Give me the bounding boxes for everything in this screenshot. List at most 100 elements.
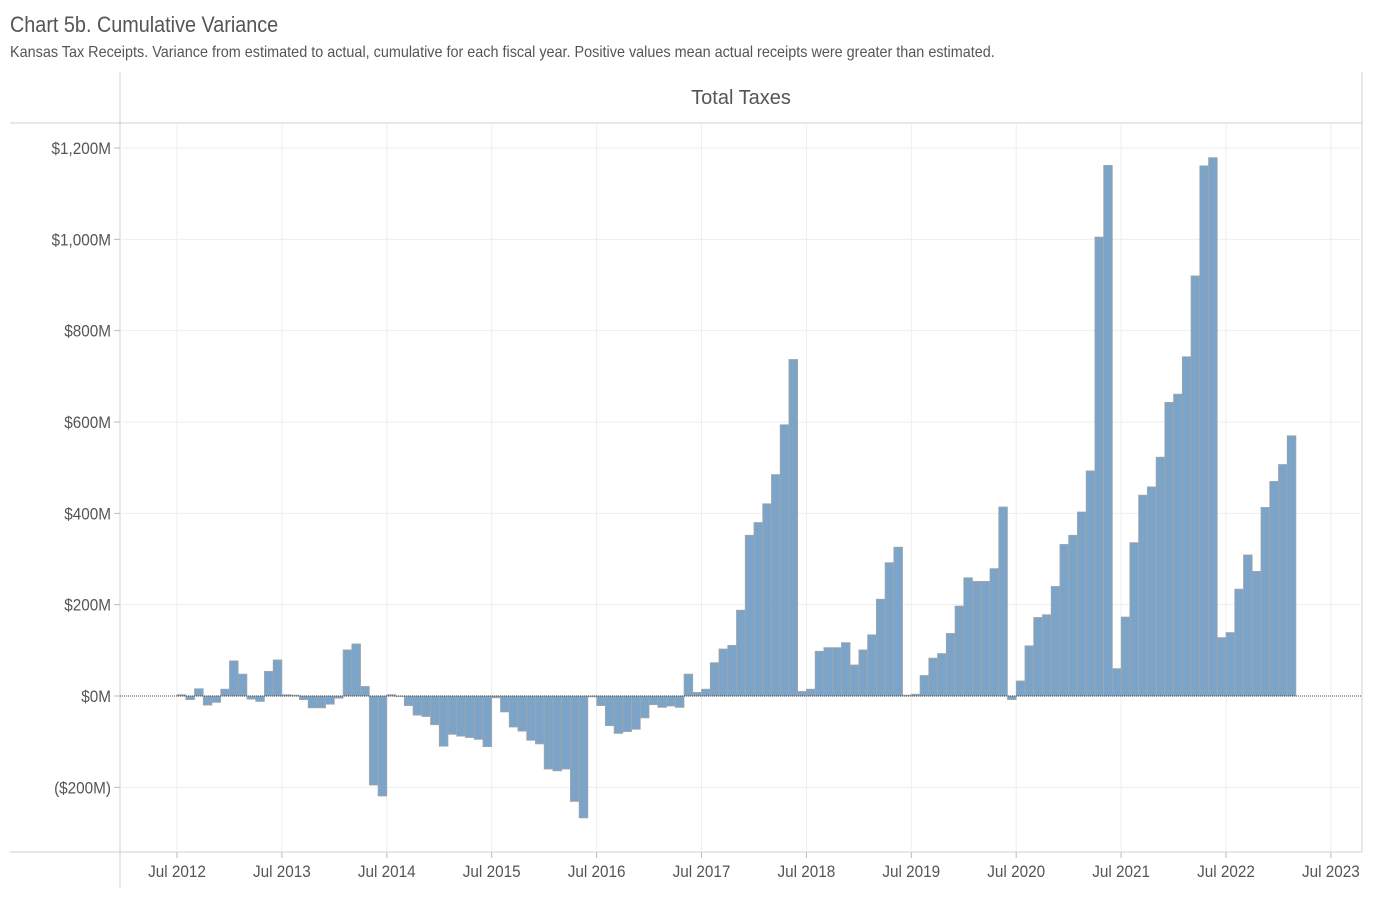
bar xyxy=(972,581,982,697)
y-tick-label: $800M xyxy=(64,322,111,341)
bar xyxy=(1007,695,1017,701)
bar xyxy=(858,649,868,697)
bar xyxy=(771,474,781,697)
bar xyxy=(1138,494,1148,697)
chart-title: Chart 5b. Cumulative Variance xyxy=(10,12,279,37)
bar-series xyxy=(176,157,1297,819)
x-tick-label: Jul 2014 xyxy=(358,862,416,881)
bar xyxy=(1208,157,1218,697)
bar xyxy=(919,675,930,697)
x-tick-label: Jul 2021 xyxy=(1092,862,1150,881)
bar xyxy=(430,695,440,726)
bar xyxy=(788,359,799,697)
bar xyxy=(893,546,903,697)
bar xyxy=(1103,165,1113,697)
bar xyxy=(841,642,851,697)
bar xyxy=(989,568,1000,697)
bar xyxy=(762,503,772,697)
panel-title: Total Taxes xyxy=(691,87,791,109)
bar xyxy=(473,695,484,740)
x-axis: Jul 2012 Jul 2013 Jul 2014 Jul 2015 Jul 2016… xyxy=(148,852,1360,881)
bar xyxy=(299,695,309,701)
bar xyxy=(500,695,510,713)
bar xyxy=(875,598,886,697)
bar xyxy=(456,695,466,737)
bar xyxy=(325,695,335,705)
bar xyxy=(360,686,370,697)
bar xyxy=(613,695,624,734)
x-tick-label: Jul 2016 xyxy=(568,862,626,881)
bar xyxy=(1068,534,1078,697)
bar xyxy=(1260,507,1271,697)
bar xyxy=(377,695,388,797)
bar xyxy=(657,695,667,708)
bar xyxy=(1190,275,1201,697)
bar xyxy=(570,695,580,802)
bar xyxy=(814,650,825,697)
x-tick-label: Jul 2017 xyxy=(673,862,731,881)
bar xyxy=(674,695,685,708)
bar xyxy=(1059,544,1070,697)
bar xyxy=(1120,616,1131,697)
bar xyxy=(1199,165,1209,697)
bar xyxy=(1269,481,1279,697)
bar xyxy=(307,695,318,709)
bar xyxy=(1164,402,1174,697)
y-axis: $1,200M $1,000M $800M $600M $400M $200M $0M ($2… xyxy=(52,139,120,798)
bar xyxy=(1225,632,1236,697)
bar xyxy=(648,695,659,706)
bar xyxy=(386,694,396,697)
x-tick-label: Jul 2012 xyxy=(148,862,206,881)
bar xyxy=(368,695,379,786)
bar xyxy=(517,695,528,732)
y-tick-label: $400M xyxy=(64,505,111,524)
bar xyxy=(561,695,571,770)
bar xyxy=(1085,470,1096,697)
bar xyxy=(229,660,239,697)
bar xyxy=(709,662,720,697)
bar xyxy=(797,691,807,697)
bar xyxy=(1042,614,1052,697)
bar xyxy=(1094,236,1104,697)
bar xyxy=(412,695,423,716)
bar xyxy=(1181,356,1192,697)
bar xyxy=(692,691,702,697)
bar xyxy=(1234,588,1244,697)
bar xyxy=(1033,617,1043,697)
bar xyxy=(176,694,187,697)
x-tick-label: Jul 2013 xyxy=(253,862,311,881)
bar xyxy=(1146,486,1157,697)
bar xyxy=(1129,542,1139,697)
bar xyxy=(272,659,283,697)
bar xyxy=(482,695,493,748)
y-tick-label: $0M xyxy=(81,687,111,706)
bar xyxy=(1015,680,1026,697)
x-tick-label: Jul 2018 xyxy=(778,862,836,881)
bar xyxy=(779,424,790,697)
y-tick-label: $1,000M xyxy=(52,231,111,250)
bar xyxy=(342,649,353,697)
bar xyxy=(237,673,248,697)
bar xyxy=(604,695,615,727)
x-tick-label: Jul 2019 xyxy=(882,862,940,881)
bar xyxy=(264,670,274,697)
bar xyxy=(202,695,213,706)
bar xyxy=(963,577,973,697)
x-tick-label: Jul 2015 xyxy=(463,862,521,881)
bar xyxy=(508,695,519,728)
bar xyxy=(1251,570,1262,697)
bar xyxy=(928,657,938,697)
y-tick-label: $600M xyxy=(64,413,111,432)
bar xyxy=(543,695,554,770)
bar xyxy=(1286,435,1297,697)
bar xyxy=(823,647,833,697)
bar xyxy=(1155,456,1166,697)
bar xyxy=(1112,668,1122,697)
bar xyxy=(753,522,764,697)
bar xyxy=(1243,554,1253,697)
bar xyxy=(1173,393,1183,697)
bar xyxy=(980,581,991,697)
bar xyxy=(867,634,877,697)
bar xyxy=(526,695,536,741)
